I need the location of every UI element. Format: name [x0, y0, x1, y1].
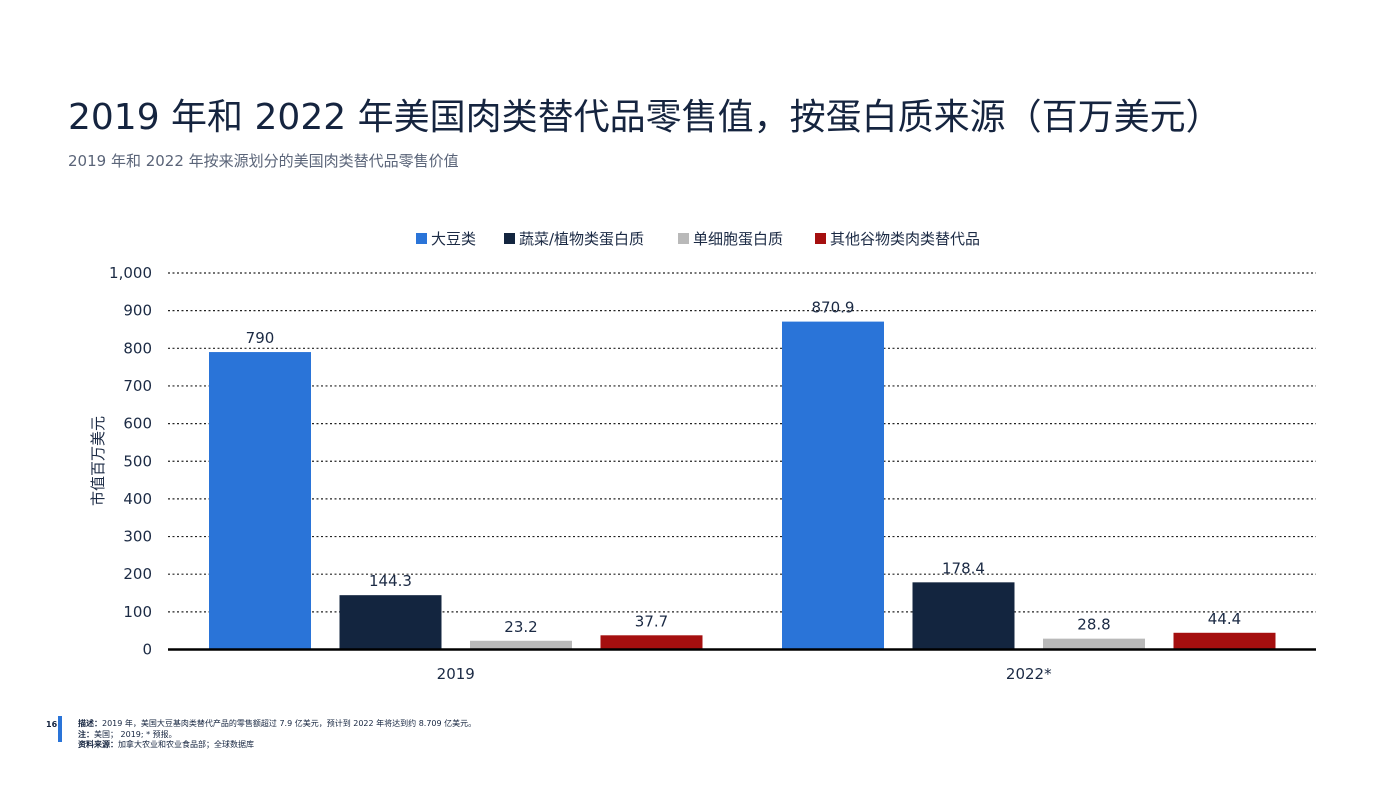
legend-label: 大豆类 [431, 230, 476, 248]
bar [600, 635, 703, 650]
y-tick-label: 900 [123, 302, 152, 320]
data-label: 37.7 [635, 612, 668, 630]
source-text: 加拿大农业和农业食品部；全球数据库 [118, 740, 254, 749]
bar [1043, 638, 1145, 650]
footer-description: 描述：2019 年，美国大豆基肉类替代产品的零售额超过 7.9 亿美元，预计到 … [78, 719, 476, 730]
y-tick-label: 300 [123, 528, 152, 546]
footer-accent-bar [58, 716, 62, 742]
y-tick-label: 100 [123, 603, 152, 621]
y-tick-label: 600 [123, 415, 152, 433]
page-title: 2019 年和 2022 年美国肉类替代品零售值，按蛋白质来源（百万美元） [68, 97, 1222, 138]
legend-swatch [504, 233, 515, 244]
data-label: 790 [246, 329, 275, 347]
legend-label: 蔬菜/植物类蛋白质 [519, 230, 644, 248]
page-number: 16 [46, 720, 58, 729]
data-label: 23.2 [504, 618, 537, 636]
bar [209, 352, 311, 650]
page-subtitle: 2019 年和 2022 年按来源划分的美国肉类替代品零售价值 [68, 152, 459, 170]
note-text: 美国； 2019; * 预报。 [94, 729, 177, 739]
bar [782, 321, 884, 650]
y-tick-label: 800 [123, 339, 152, 357]
footer: 16 描述：2019 年，美国大豆基肉类替代产品的零售额超过 7.9 亿美元，预… [46, 716, 946, 758]
data-label: 44.4 [1208, 610, 1241, 628]
legend-swatch [416, 233, 427, 244]
legend-label: 单细胞蛋白质 [693, 230, 783, 248]
y-axis-label: 市值百万美元 [89, 416, 107, 506]
data-label: 28.8 [1077, 616, 1110, 634]
bar [912, 582, 1015, 650]
y-tick-label: 700 [123, 377, 152, 395]
y-tick-label: 1,000 [109, 264, 152, 282]
bar [339, 595, 442, 650]
footer-note: 注：美国； 2019; * 预报。 [78, 730, 476, 741]
source-label: 资料来源： [78, 740, 118, 749]
bar [470, 640, 572, 650]
y-tick-label: 500 [123, 452, 152, 470]
legend-label: 其他谷物类肉类替代品 [830, 230, 980, 248]
description-label: 描述： [78, 719, 102, 728]
data-label: 144.3 [369, 572, 412, 590]
x-tick-label: 2022* [1006, 665, 1052, 683]
y-tick-label: 0 [142, 641, 152, 659]
x-tick-label: 2019 [437, 665, 475, 683]
footer-notes: 描述：2019 年，美国大豆基肉类替代产品的零售额超过 7.9 亿美元，预计到 … [78, 719, 476, 751]
legend-swatch [815, 233, 826, 244]
legend-swatch [678, 233, 689, 244]
y-tick-label: 400 [123, 490, 152, 508]
note-label: 注： [78, 729, 94, 739]
bar [1173, 632, 1276, 650]
description-text: 2019 年，美国大豆基肉类替代产品的零售额超过 7.9 亿美元，预计到 202… [102, 719, 477, 728]
footer-source: 资料来源：加拿大农业和农业食品部；全球数据库 [78, 740, 476, 751]
data-label: 870.9 [812, 299, 855, 317]
data-label: 178.4 [942, 559, 985, 577]
bar-chart: 0 100 200 300 400 500 600 700 800 900 1,000 市值百万美元 7… [89, 230, 1316, 683]
y-tick-label: 200 [123, 565, 152, 583]
